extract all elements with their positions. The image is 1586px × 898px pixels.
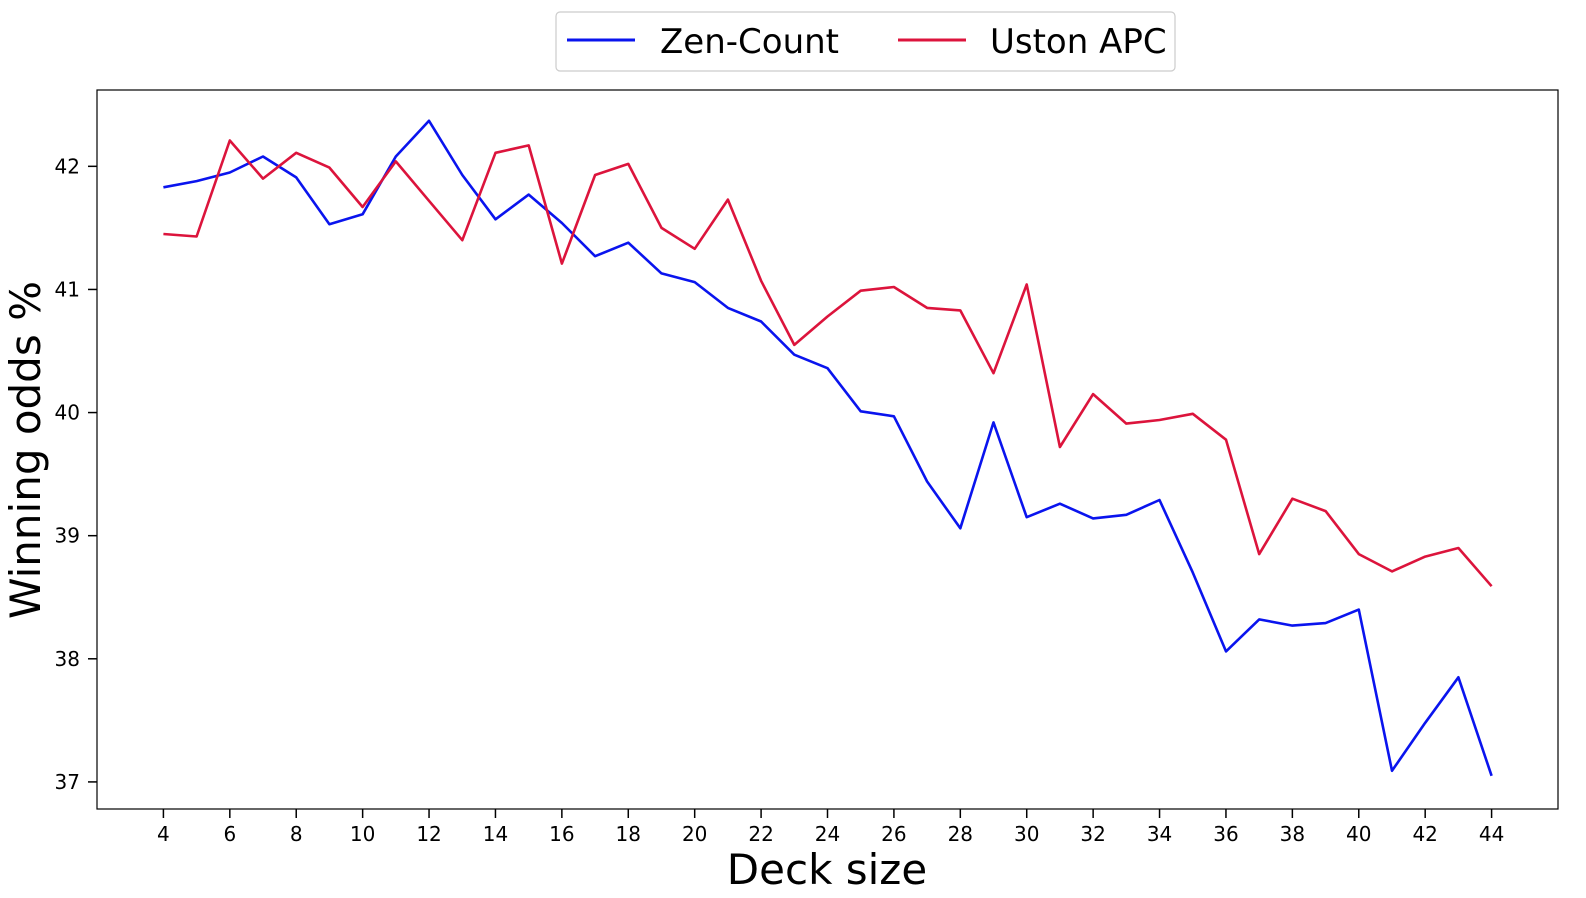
y-axis-title: Winning odds % — [1, 281, 50, 619]
x-tick-label: 6 — [223, 822, 236, 846]
x-tick-label: 30 — [1014, 822, 1039, 846]
x-tick-label: 4 — [157, 822, 170, 846]
x-tick-label: 18 — [616, 822, 641, 846]
x-tick-label: 44 — [1479, 822, 1504, 846]
x-tick-label: 24 — [815, 822, 840, 846]
x-tick-label: 12 — [416, 822, 441, 846]
series-line-uston-apc — [163, 139, 1493, 588]
x-tick-label: 14 — [483, 822, 508, 846]
x-tick-label: 26 — [881, 822, 906, 846]
y-tick-label: 37 — [55, 770, 80, 794]
x-tick-label: 36 — [1213, 822, 1238, 846]
y-tick-label: 40 — [55, 401, 80, 425]
legend-label-uston-apc: Uston APC — [990, 22, 1167, 62]
x-tick-label: 22 — [748, 822, 773, 846]
x-axis-title: Deck size — [727, 845, 927, 894]
y-tick-label: 41 — [55, 277, 80, 301]
x-tick-label: 10 — [350, 822, 375, 846]
y-tick-label: 39 — [55, 524, 80, 548]
x-tick-label: 38 — [1280, 822, 1305, 846]
legend-box — [555, 11, 1176, 72]
legend: Zen-Count Uston APC — [555, 11, 1176, 72]
x-tick-label: 28 — [948, 822, 973, 846]
y-axis-ticks: 37 38 39 40 41 42 — [55, 154, 97, 794]
y-tick-label: 38 — [55, 647, 80, 671]
x-tick-label: 40 — [1346, 822, 1371, 846]
y-tick-label: 42 — [55, 154, 80, 178]
plot-area — [96, 89, 1559, 810]
x-tick-label: 20 — [682, 822, 707, 846]
x-tick-label: 32 — [1080, 822, 1105, 846]
x-tick-label: 8 — [290, 822, 303, 846]
x-tick-label: 42 — [1412, 822, 1437, 846]
x-tick-label: 34 — [1147, 822, 1172, 846]
x-axis-ticks: 4 6 8 10 12 14 16 18 20 22 24 26 28 30 32 34 36 38 40 42 44 — [157, 809, 1504, 846]
series-lines — [163, 119, 1493, 777]
x-tick-label: 16 — [549, 822, 574, 846]
legend-label-zen-count: Zen-Count — [660, 22, 839, 62]
